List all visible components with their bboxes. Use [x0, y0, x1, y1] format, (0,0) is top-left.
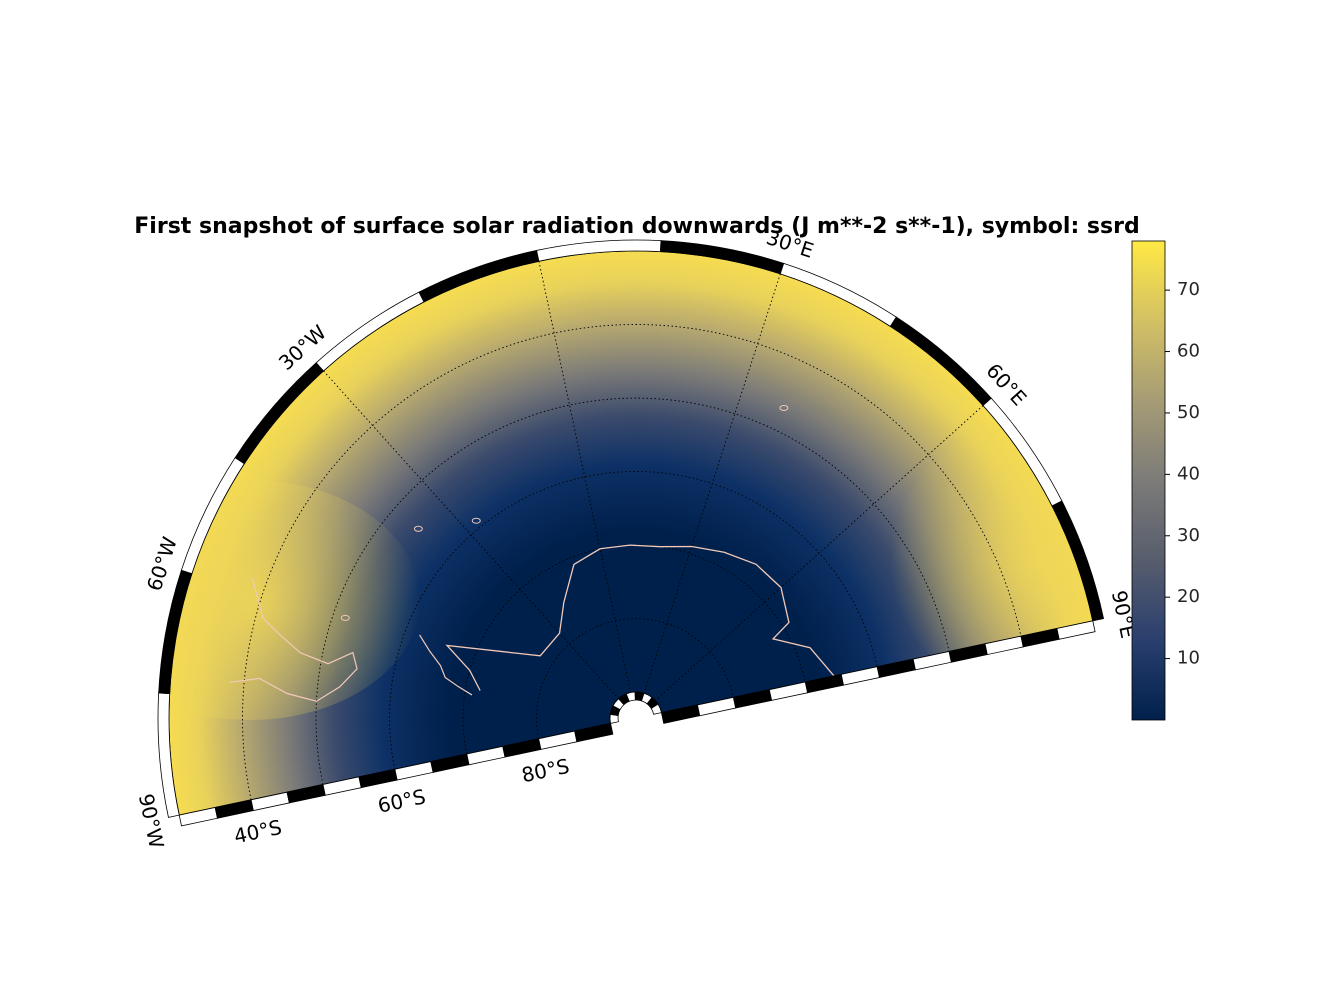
outer-frame-segment — [1051, 500, 1105, 622]
island-coastline — [413, 525, 423, 532]
island-coastline — [471, 517, 481, 524]
radiation-field — [169, 251, 1093, 816]
colorbar-tick-label: 60 — [1177, 341, 1200, 362]
antarctic-peninsula-coastline — [419, 634, 473, 696]
map-frame-ticks — [157, 239, 1105, 827]
coastlines — [229, 404, 835, 702]
map-area: 90°W60°W30°W30°E60°E90°E40°S60°S80°S — [134, 225, 1140, 851]
meridian-line — [323, 370, 619, 699]
south-america-coastline — [229, 578, 358, 702]
map-title: First snapshot of surface solar radiatio… — [134, 214, 1139, 239]
meridian-label: 90°W — [134, 792, 169, 851]
antarctica-coastline — [445, 544, 835, 691]
island-coastline — [340, 614, 350, 621]
east-bright-patch — [890, 420, 1093, 700]
colorbar-tick-label: 30 — [1177, 525, 1200, 546]
colorbar-tick-label: 20 — [1177, 586, 1200, 607]
colorbar-tick-label: 70 — [1177, 279, 1200, 300]
inner-frame-segment — [650, 703, 662, 715]
colorbar-ticks: 10 20 30 40 50 60 70 — [1165, 279, 1200, 669]
colorbar-gradient — [1131, 240, 1166, 721]
parallel-line — [242, 324, 1022, 800]
colorbar-tick-label: 40 — [1177, 463, 1200, 484]
colorbar-tick-label: 50 — [1177, 402, 1200, 423]
graticule — [242, 261, 1022, 800]
side-frame-segment — [574, 722, 614, 743]
parallel-label: 60°S — [376, 784, 428, 817]
meridian-label: 60°W — [142, 534, 182, 594]
parallel-line — [389, 471, 878, 770]
colorbar-tick-label: 10 — [1177, 648, 1200, 669]
parallel-label: 80°S — [519, 754, 571, 787]
parallel-line — [536, 618, 734, 739]
meridian-line — [538, 261, 632, 693]
parallel-label: 40°S — [232, 815, 284, 848]
side-frame-segment — [660, 704, 701, 724]
colorbar: 10 20 30 40 50 60 70 — [1131, 240, 1200, 721]
west-bright-patch — [169, 480, 420, 720]
island-coastline — [779, 404, 789, 411]
